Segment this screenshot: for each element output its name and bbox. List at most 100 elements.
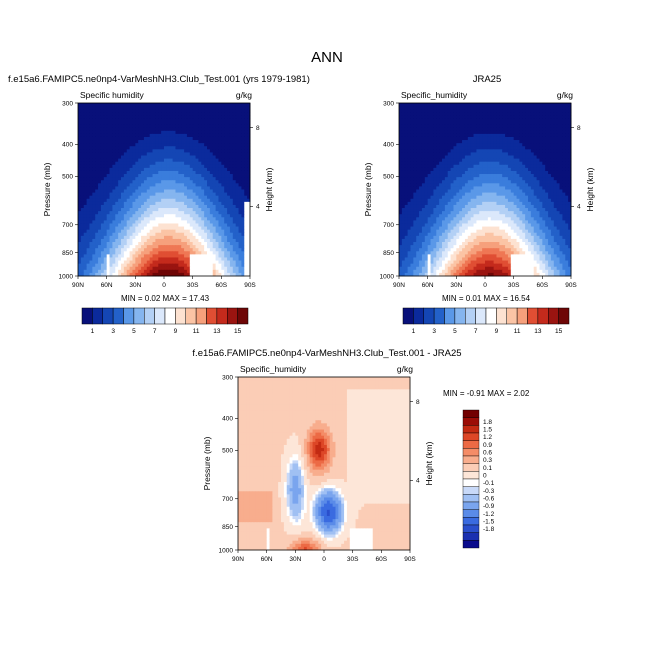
heatmap-cell — [184, 161, 188, 166]
heatmap-cell — [221, 242, 225, 246]
heatmap-cell — [221, 149, 225, 153]
heatmap-cell — [533, 106, 537, 110]
heatmap-cell — [103, 198, 108, 203]
heatmap-cell — [212, 112, 216, 116]
heatmap-cell — [510, 155, 515, 160]
heatmap-cell — [158, 269, 162, 274]
heatmap-cell — [533, 152, 537, 156]
heatmap-cell — [542, 152, 546, 156]
heatmap-cell — [141, 232, 145, 237]
heatmap-cell — [192, 223, 196, 227]
heatmap-cell — [430, 130, 434, 135]
heatmap-cell — [129, 242, 133, 246]
heatmap-cell — [212, 158, 216, 163]
heatmap-cell — [212, 109, 216, 113]
heatmap-cell — [178, 143, 182, 147]
heatmap-cell — [476, 152, 480, 156]
heatmap-cell — [232, 103, 237, 107]
heatmap-cell — [121, 226, 125, 231]
heatmap-cell — [204, 106, 208, 110]
heatmap-cell — [112, 226, 116, 231]
heatmap-cell — [241, 223, 245, 227]
heatmap-cell — [444, 167, 449, 172]
heatmap-cell — [121, 103, 125, 107]
heatmap-cell — [189, 223, 194, 227]
heatmap-cell — [135, 106, 139, 110]
heatmap-cell — [407, 164, 411, 169]
heatmap-cell — [166, 155, 171, 160]
heatmap-cell — [556, 130, 560, 135]
heatmap-cell — [181, 127, 185, 132]
heatmap-cell — [439, 143, 443, 147]
heatmap-cell — [442, 146, 446, 150]
heatmap-cell — [103, 254, 108, 258]
heatmap-cell — [172, 146, 176, 150]
heatmap-cell — [450, 170, 454, 175]
heatmap-cell — [204, 272, 208, 277]
heatmap-cell — [135, 118, 139, 122]
heatmap-cell — [158, 254, 162, 258]
heatmap-cell — [421, 109, 426, 113]
heatmap-cell — [86, 121, 90, 126]
heatmap-cell — [112, 198, 116, 203]
heatmap-cell — [562, 155, 566, 160]
heatmap-cell — [209, 155, 214, 160]
heatmap-cell — [129, 211, 133, 215]
heatmap-cell — [467, 109, 472, 113]
heatmap-cell — [83, 103, 87, 107]
heatmap-cell — [485, 174, 489, 178]
heatmap-cell — [89, 103, 93, 107]
heatmap-cell — [404, 177, 408, 181]
heatmap-cell — [103, 115, 108, 119]
heatmap-cell — [141, 223, 145, 227]
colorbar-label: 3 — [111, 328, 115, 335]
heatmap-cell — [178, 124, 182, 129]
heatmap-cell — [118, 140, 122, 144]
heatmap-cell — [470, 174, 474, 178]
heatmap-cell — [112, 238, 116, 243]
heatmap-cell — [444, 121, 449, 126]
heatmap-cell — [522, 124, 526, 129]
heatmap-cell — [106, 220, 110, 224]
heatmap-cell — [115, 155, 119, 160]
heatmap-cell — [138, 254, 142, 258]
heatmap-cell — [132, 226, 136, 231]
heatmap-cell — [98, 201, 102, 206]
heatmap-cell — [164, 103, 168, 107]
heatmap-cell — [201, 229, 205, 234]
heatmap-cell — [155, 127, 159, 132]
heatmap-cell — [516, 143, 520, 147]
heatmap-cell — [470, 164, 474, 169]
heatmap-cell — [227, 183, 231, 187]
heatmap-cell — [169, 174, 173, 178]
heatmap-cell — [407, 170, 411, 175]
heatmap-cell — [229, 201, 234, 206]
heatmap-cell — [143, 248, 148, 252]
heatmap-cell — [442, 140, 446, 144]
heatmap-cell — [479, 174, 483, 178]
heatmap-cell — [184, 149, 188, 153]
heatmap-cell — [430, 161, 434, 166]
heatmap-cell — [152, 198, 156, 203]
heatmap-cell — [224, 146, 228, 150]
heatmap-cell — [158, 192, 162, 197]
heatmap-cell — [559, 121, 563, 126]
heatmap-cell — [149, 174, 153, 178]
heatmap-cell — [158, 272, 162, 277]
heatmap-cell — [146, 103, 151, 107]
heatmap-cell — [485, 152, 489, 156]
heatmap-cell — [78, 220, 82, 224]
heatmap-cell — [209, 266, 214, 271]
heatmap-cell — [98, 127, 102, 132]
heatmap-cell — [80, 238, 85, 243]
heatmap-cell — [221, 269, 225, 274]
heatmap-cell — [453, 170, 457, 175]
heatmap-cell — [507, 164, 512, 169]
heatmap-cell — [470, 149, 474, 153]
heatmap-cell — [410, 118, 414, 122]
heatmap-cell — [241, 177, 245, 181]
heatmap-cell — [178, 257, 182, 261]
heatmap-cell — [195, 124, 199, 129]
heatmap-cell — [195, 189, 199, 193]
heatmap-cell — [86, 140, 90, 144]
